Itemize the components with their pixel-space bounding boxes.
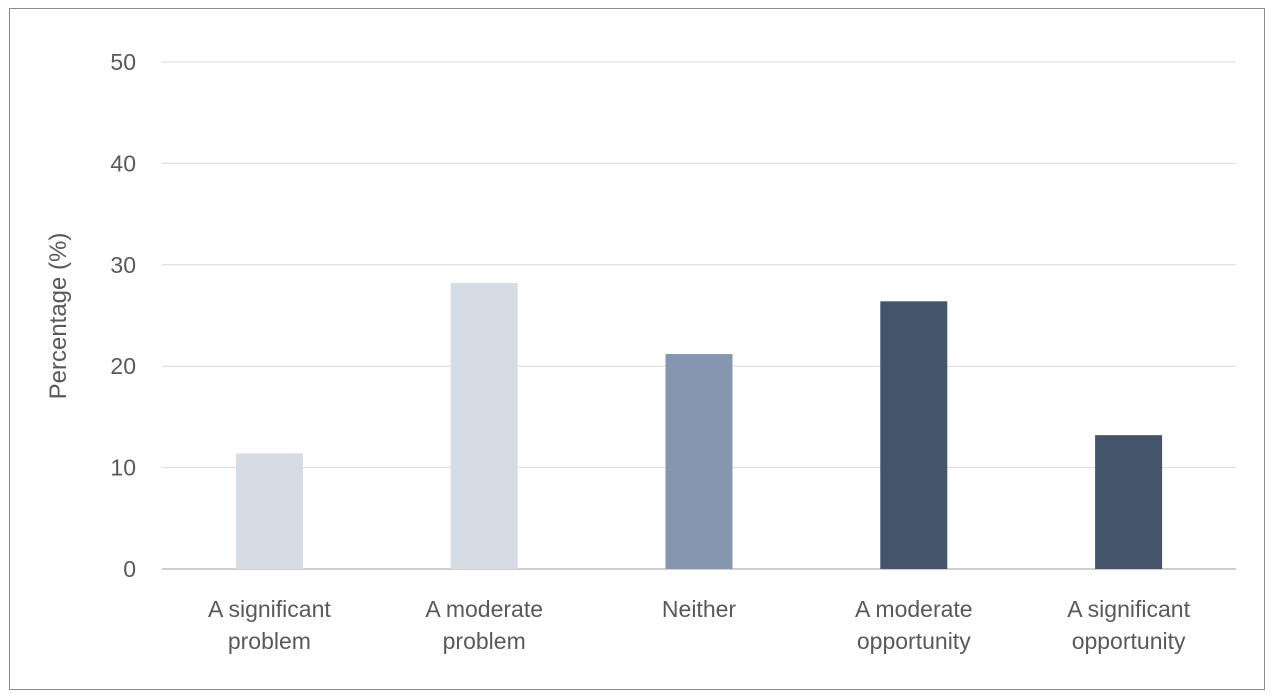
bar [880,301,948,569]
bar [1095,435,1163,569]
y-tick-label: 0 [123,556,136,582]
bar [450,283,518,569]
bar [665,354,733,569]
y-tick-label: 10 [110,455,136,481]
bars [235,283,1163,569]
y-axis-title: Percentage (%) [45,233,72,400]
x-category-label: A significant opportunity [1067,596,1190,654]
chart-frame [9,8,1265,690]
y-tick-label: 20 [110,353,136,379]
bar [235,453,303,569]
x-category-label: A moderate problem [425,596,543,654]
x-category-label: A moderate opportunity [855,596,973,654]
x-category-label: A significant problem [208,596,331,654]
gridlines [162,61,1236,570]
x-axis-labels: A significant problem A moderate problem Nei… [208,596,1191,654]
y-tick-label: 30 [110,252,136,278]
x-category-label: Neither [662,596,736,622]
y-tick-label: 40 [110,150,136,176]
y-axis-ticks: 0 10 20 30 40 50 [110,49,136,582]
y-tick-label: 50 [110,49,136,75]
